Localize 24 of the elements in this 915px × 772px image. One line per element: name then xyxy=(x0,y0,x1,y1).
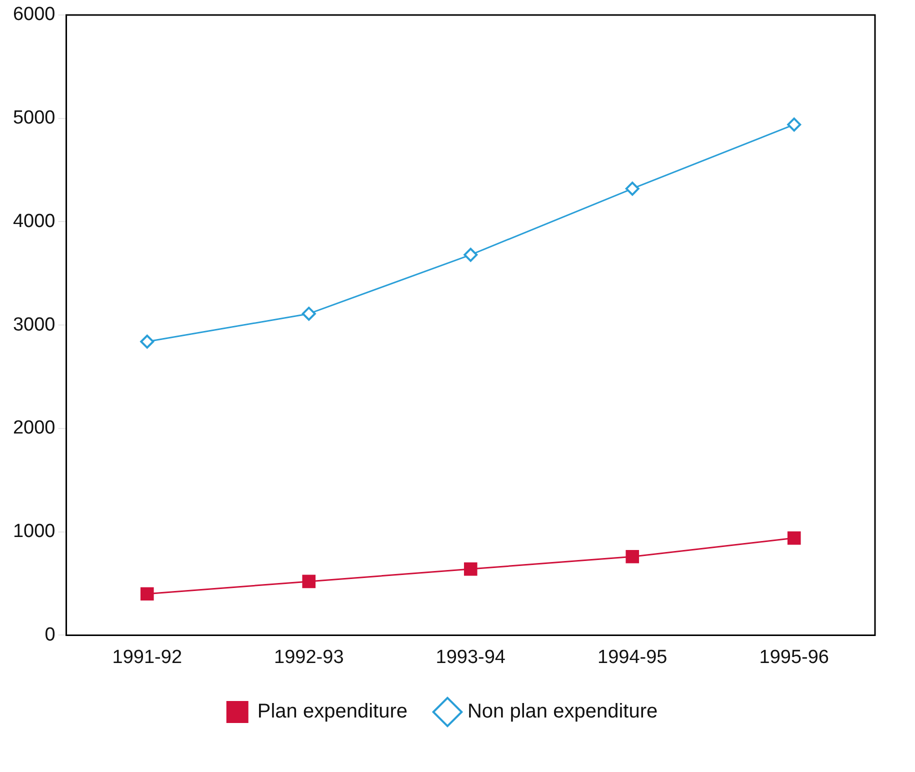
point xyxy=(302,574,316,588)
x-tick-label: 1994-95 xyxy=(598,646,668,668)
legend-label: Plan expenditure xyxy=(257,700,408,723)
x-tick-label: 1995-96 xyxy=(759,646,829,668)
point xyxy=(464,562,478,576)
y-tick-label: 0 xyxy=(44,624,56,646)
point xyxy=(787,118,802,132)
y-tick-label: 6000 xyxy=(12,4,56,26)
point xyxy=(140,334,154,349)
y-tick-label: 1000 xyxy=(12,521,56,542)
y-tick-label: 4000 xyxy=(12,210,56,232)
y-tick-label: 3000 xyxy=(12,314,56,336)
point xyxy=(302,306,316,321)
point xyxy=(626,550,640,564)
x-tick-label: 1992-93 xyxy=(274,646,344,668)
x-tick-label: 1991-92 xyxy=(112,646,182,668)
y-tick-label: 5000 xyxy=(12,108,56,129)
y-tick-label: 2000 xyxy=(12,418,56,439)
point xyxy=(140,587,154,601)
x-tick-label: 1993-94 xyxy=(436,646,506,668)
point xyxy=(464,248,478,262)
point xyxy=(625,182,640,196)
legend-label: Non plan expenditure xyxy=(467,700,658,723)
point xyxy=(787,531,801,545)
